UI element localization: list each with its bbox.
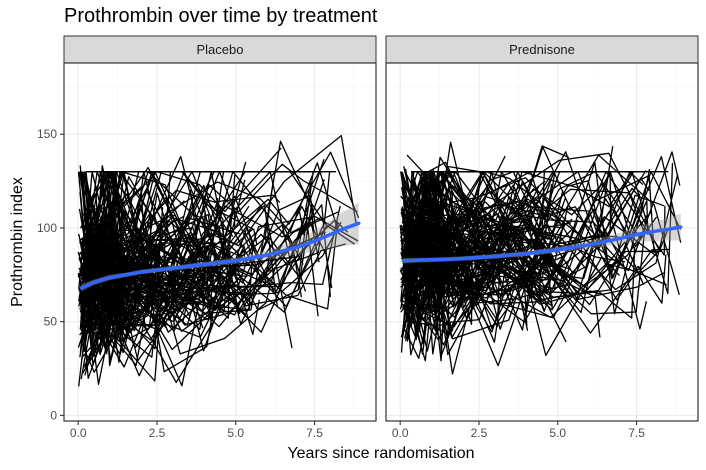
- x-tick-label-prednisone-3: 7.5: [628, 426, 645, 440]
- subject-line-placebo-156: [79, 240, 244, 303]
- subject-line-prednisone-154: [404, 171, 612, 296]
- y-tick-label-3: 150: [37, 127, 57, 141]
- x-tick-label-placebo-1: 2.5: [149, 426, 166, 440]
- x-tick-label-prednisone-1: 2.5: [471, 426, 488, 440]
- x-tick-label-placebo-3: 7.5: [306, 426, 323, 440]
- subject-line-prednisone-165: [403, 225, 464, 278]
- subject-line-placebo-121: [80, 171, 158, 291]
- subject-line-prednisone-166: [404, 210, 648, 332]
- strip-placebo: [63, 35, 377, 64]
- panel-placebo: Placebo: [63, 35, 377, 422]
- subject-line-placebo-154: [80, 183, 164, 255]
- x-axis-title: Years since randomisation: [287, 445, 474, 462]
- subject-line-prednisone-150: [406, 188, 567, 342]
- subject-line-prednisone-168: [403, 199, 564, 316]
- subject-lines-prednisone: [399, 141, 682, 375]
- subject-line-placebo-157: [84, 209, 231, 357]
- y-tick-label-2: 100: [37, 221, 57, 235]
- subject-line-placebo-163: [83, 241, 195, 312]
- subject-line-placebo-150: [80, 249, 208, 326]
- subject-line-prednisone-163: [402, 161, 651, 315]
- x-tick-label-prednisone-2: 5.0: [549, 426, 566, 440]
- subject-line-placebo-166: [81, 237, 219, 306]
- strip-prednisone: [385, 35, 699, 64]
- smooth-line-placebo: [79, 221, 361, 290]
- subject-line-placebo-122: [79, 162, 339, 310]
- x-axis-prednisone: 0.0 2.5 5.0 7.5: [392, 421, 645, 440]
- subject-line-prednisone-157: [406, 154, 437, 185]
- y-axis: 0 50 100 150: [37, 127, 64, 422]
- y-tick-label-1: 50: [44, 315, 58, 329]
- y-tick-label-0: 0: [50, 408, 57, 422]
- subject-line-prednisone-158: [403, 171, 606, 331]
- smooth-line-prednisone: [401, 225, 683, 263]
- subject-line-placebo-167: [79, 240, 176, 330]
- panel-border-placebo: [63, 62, 377, 422]
- x-tick-label-placebo-0: 0.0: [70, 426, 87, 440]
- subject-line-prednisone-151: [407, 171, 666, 340]
- x-axis-placebo: 0.0 2.5 5.0 7.5: [70, 421, 323, 440]
- y-axis-title: Prothrombin index: [9, 177, 26, 307]
- subject-line-prednisone-167: [400, 227, 449, 246]
- strip-label-placebo: Placebo: [197, 42, 244, 57]
- x-tick-label-placebo-2: 5.0: [227, 426, 244, 440]
- subject-line-prednisone-152: [405, 180, 430, 278]
- subject-line-placebo-158: [80, 232, 160, 350]
- panel-border-prednisone: [385, 62, 699, 422]
- gridlines-prednisone: [386, 63, 698, 421]
- x-tick-label-prednisone-0: 0.0: [392, 426, 409, 440]
- subject-line-placebo-152: [84, 171, 307, 310]
- chart-title: Prothrombin over time by treatment: [64, 5, 378, 27]
- subject-line-prednisone-164: [405, 161, 644, 297]
- subject-line-placebo-142: [79, 171, 214, 331]
- strip-label-prednisone: Prednisone: [509, 42, 575, 57]
- subject-line-placebo-136: [79, 221, 342, 379]
- subject-line-placebo-160: [79, 192, 306, 324]
- subject-line-placebo-169: [80, 309, 163, 332]
- subject-line-placebo-144: [83, 220, 216, 292]
- subject-line-placebo-131: [84, 219, 250, 340]
- panel-prednisone: Prednisone: [385, 35, 699, 422]
